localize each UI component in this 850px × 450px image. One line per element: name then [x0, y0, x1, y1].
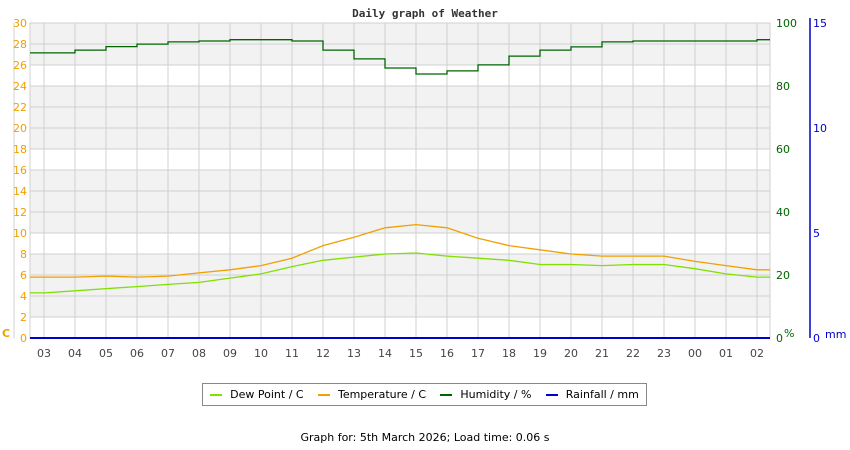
legend-label: Humidity / %	[460, 388, 532, 401]
x-axis-tick: 13	[347, 347, 361, 360]
x-axis-tick: 07	[161, 347, 175, 360]
temperature-swatch-icon	[317, 393, 330, 396]
left-axis-tick: 18	[13, 143, 27, 156]
left-axis-tick: 2	[20, 311, 27, 324]
left-axis-tick: 4	[20, 290, 27, 303]
legend-item-temperature: Temperature / C	[317, 388, 427, 401]
left-axis-unit: C	[2, 327, 10, 340]
rainfall-axis-tick: 0	[813, 332, 820, 345]
series-lines	[30, 39, 770, 339]
graph-footer: Graph for: 5th March 2026; Load time: 0.…	[300, 431, 550, 444]
humidity-line	[30, 39, 770, 75]
weather-chart: Daily graph of Weather 02468101214161820…	[2, 7, 846, 360]
legend-label: Temperature / C	[337, 388, 427, 401]
rainfall-swatch-icon	[545, 393, 558, 396]
x-axis-tick: 04	[68, 347, 82, 360]
chart-legend: Dew Point / C Temperature / C Humidity /…	[202, 383, 647, 406]
dew-point-line	[30, 252, 770, 294]
x-axis-tick: 06	[130, 347, 144, 360]
left-axis-tick: 20	[13, 122, 27, 135]
x-axis-tick: 18	[502, 347, 516, 360]
x-axis-tick: 09	[223, 347, 237, 360]
x-axis-tick: 17	[471, 347, 485, 360]
x-axis-tick: 20	[564, 347, 578, 360]
x-axis-tick: 08	[192, 347, 206, 360]
left-axis-tick: 12	[13, 206, 27, 219]
rainfall-axis-unit: mm	[825, 328, 846, 341]
left-axis-tick: 8	[20, 248, 27, 261]
humidity-axis-ticks: 0 20 40 60 80 100	[776, 17, 797, 345]
legend-item-dew-point: Dew Point / C	[210, 388, 304, 401]
rainfall-axis-tick: 15	[813, 17, 827, 30]
left-axis-tick: 6	[20, 269, 27, 282]
plot-bands	[30, 23, 770, 317]
left-axis-tick: 30	[13, 17, 27, 30]
left-axis-tick: 14	[13, 185, 27, 198]
humidity-axis-tick: 100	[776, 17, 797, 30]
chart-title: Daily graph of Weather	[352, 7, 498, 20]
rainfall-axis-ticks: 0 5 10 15	[813, 17, 827, 345]
x-axis-tick: 15	[409, 347, 423, 360]
x-axis-tick: 00	[688, 347, 702, 360]
left-axis-tick: 24	[13, 80, 27, 93]
x-axis-tick: 19	[533, 347, 547, 360]
left-axis-tick: 10	[13, 227, 27, 240]
humidity-axis-tick: 0	[776, 332, 783, 345]
left-axis-tick: 16	[13, 164, 27, 177]
rainfall-axis-tick: 10	[813, 122, 827, 135]
left-axis-tick: 26	[13, 59, 27, 72]
humidity-axis-unit: %	[784, 327, 794, 340]
left-axis-tick: 22	[13, 101, 27, 114]
x-axis-tick: 05	[99, 347, 113, 360]
x-axis-tick: 02	[750, 347, 764, 360]
legend-item-humidity: Humidity / %	[440, 388, 531, 401]
temperature-line	[30, 223, 770, 278]
humidity-axis-tick: 40	[776, 206, 790, 219]
x-axis-tick: 23	[657, 347, 671, 360]
humidity-swatch-icon	[440, 393, 453, 396]
legend-label: Dew Point / C	[230, 388, 304, 401]
humidity-axis-tick: 80	[776, 80, 790, 93]
x-axis-tick: 11	[285, 347, 299, 360]
x-axis-tick: 22	[626, 347, 640, 360]
plot-grid	[13, 22, 771, 339]
legend-label: Rainfall / mm	[565, 388, 639, 401]
x-axis-tick: 03	[37, 347, 51, 360]
humidity-axis-tick: 20	[776, 269, 790, 282]
x-axis-tick: 10	[254, 347, 268, 360]
x-axis-tick: 12	[316, 347, 330, 360]
x-axis-tick: 01	[719, 347, 733, 360]
x-axis-tick: 21	[595, 347, 609, 360]
legend-item-rainfall: Rainfall / mm	[545, 388, 639, 401]
left-axis-tick: 0	[20, 332, 27, 345]
x-axis-ticks: 03 04 05 06 07 08 09 10 11 12 13 14 15 16 17 18 19 20 21 22…	[37, 347, 764, 360]
humidity-axis-tick: 60	[776, 143, 790, 156]
x-axis-tick: 16	[440, 347, 454, 360]
left-axis-tick: 28	[13, 38, 27, 51]
dew-point-swatch-icon	[210, 393, 223, 396]
rainfall-axis-tick: 5	[813, 227, 820, 240]
x-axis-tick: 14	[378, 347, 392, 360]
